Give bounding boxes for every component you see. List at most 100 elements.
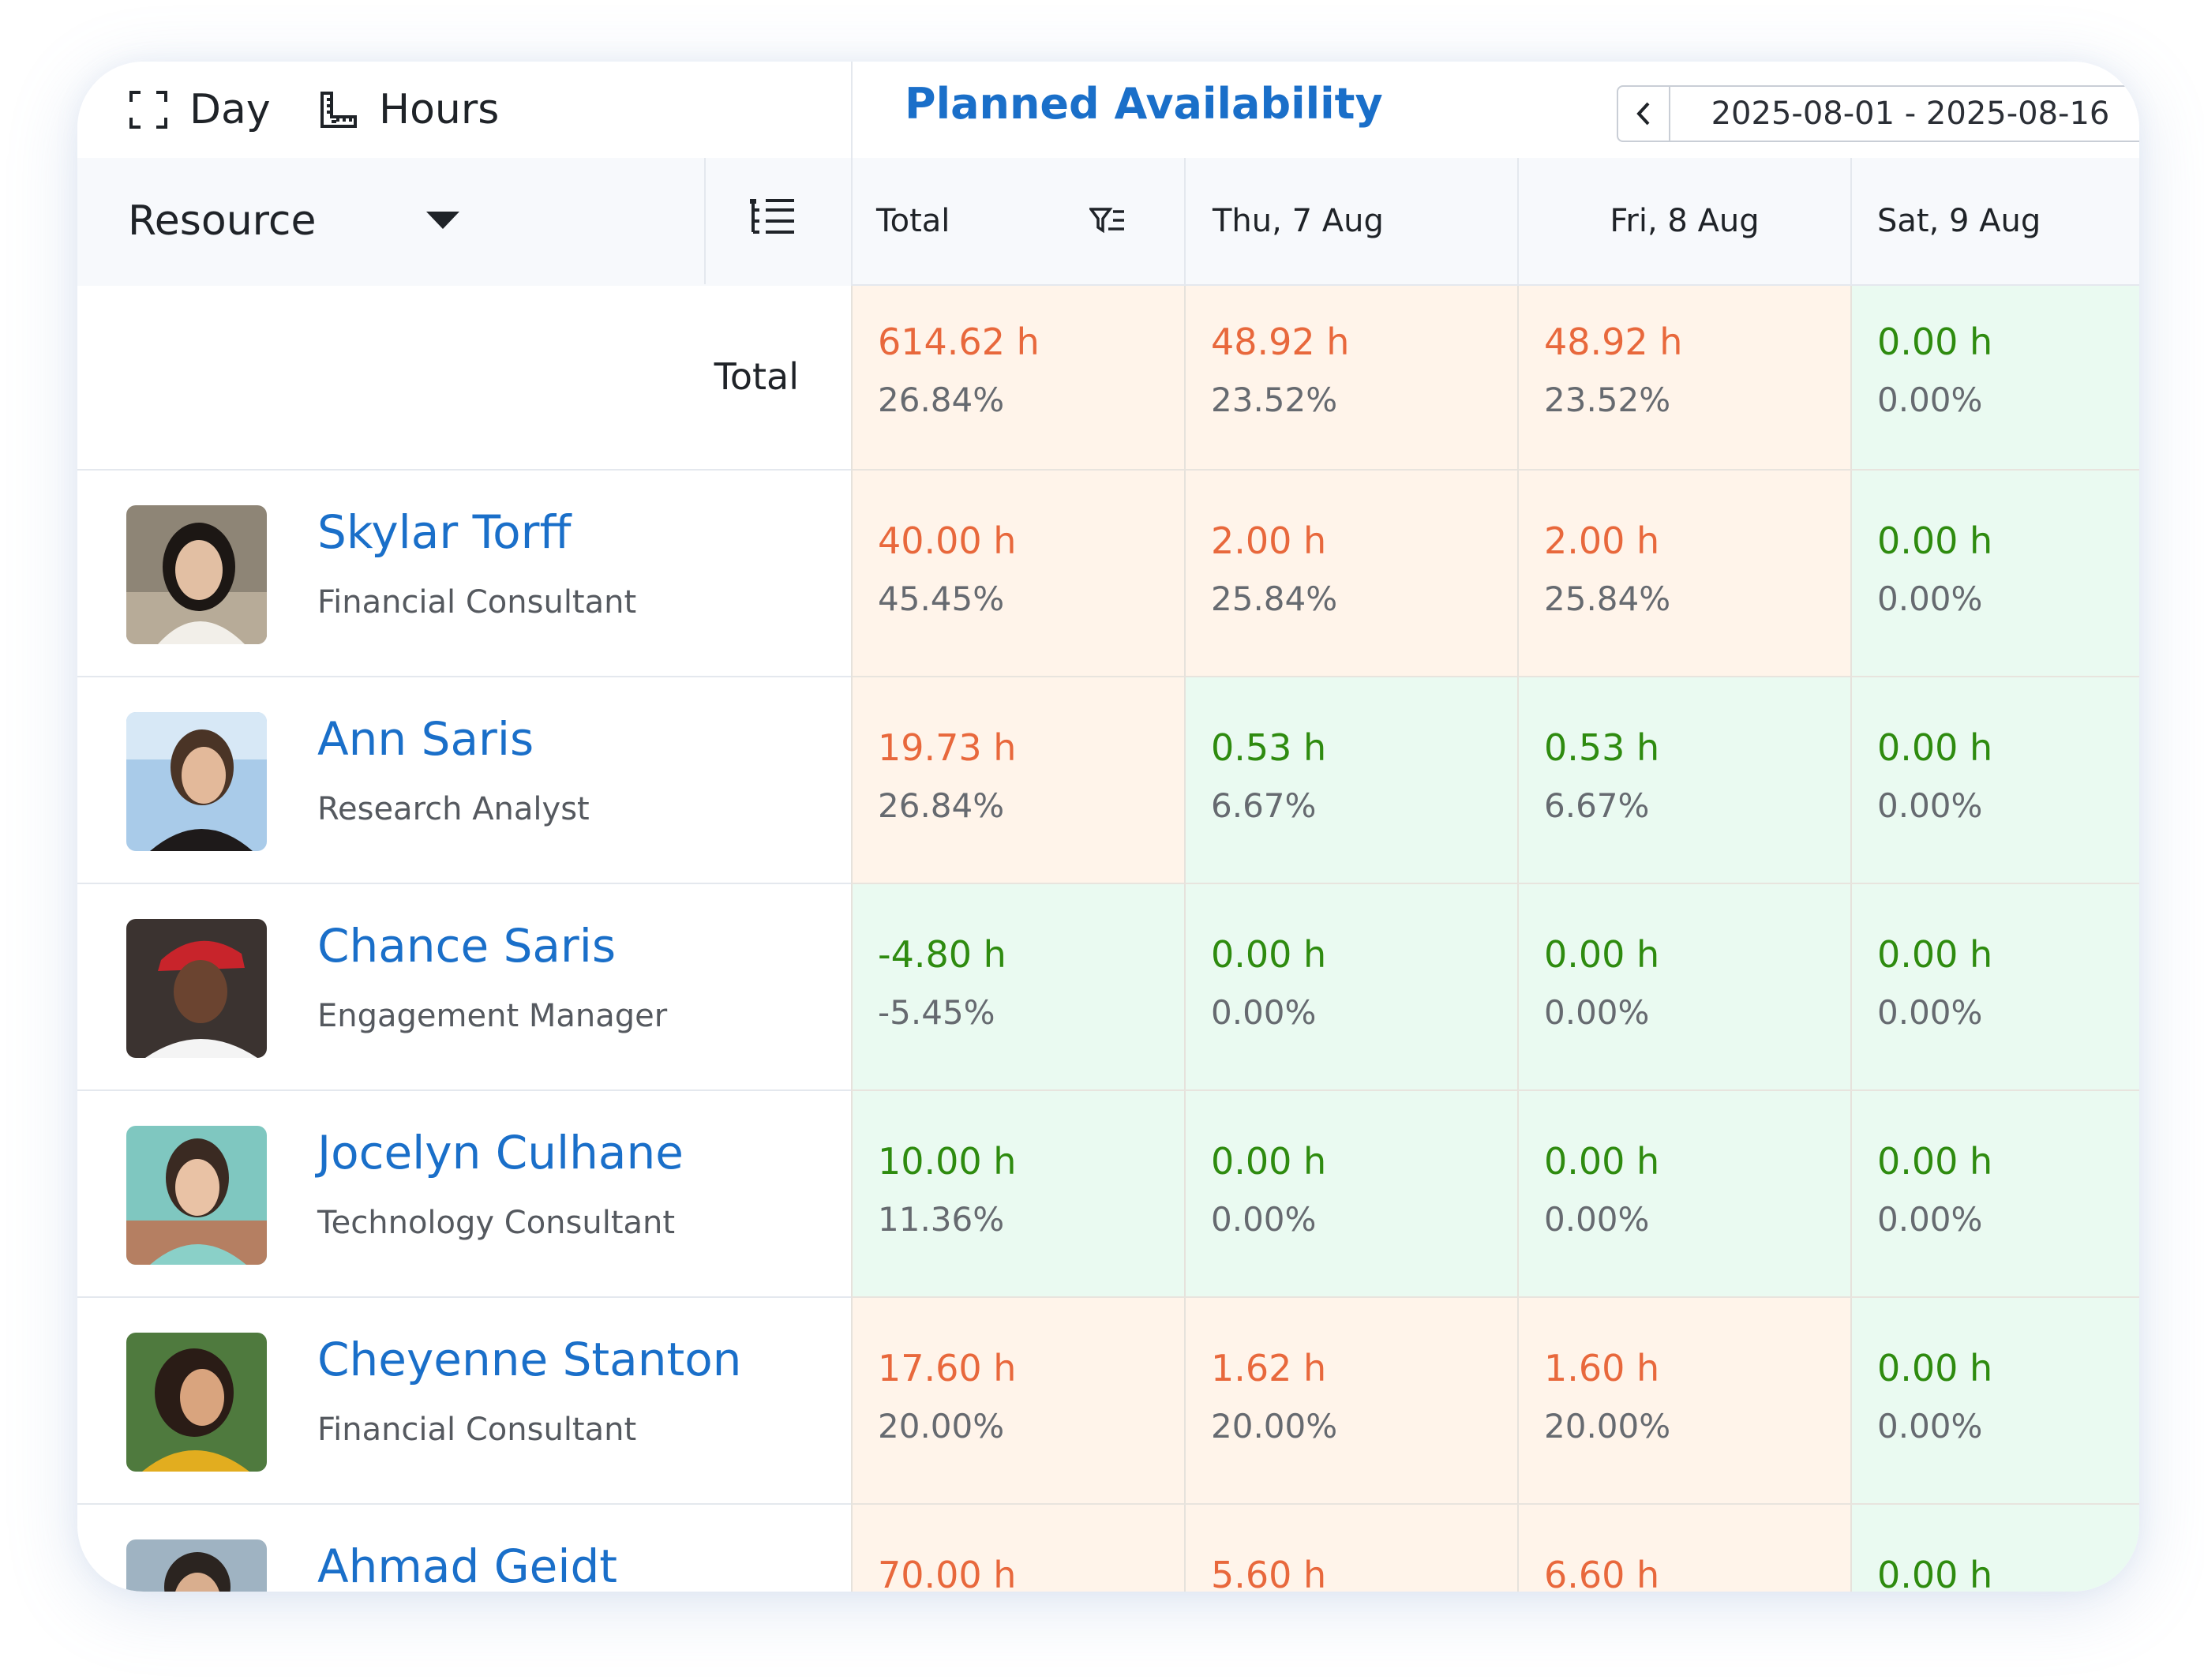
availability-cell[interactable]: 6.60 h (1517, 1505, 1850, 1592)
total-cell: 48.92 h 23.52% (1517, 286, 1850, 471)
resource-cell: Skylar Torff Financial Consultant (77, 471, 851, 677)
resource-cell: Ann Saris Research Analyst (77, 677, 851, 884)
resource-role: Engagement Manager (317, 998, 668, 1034)
cell-percent: 23.52% (1211, 381, 1338, 419)
cell-percent: 11.36% (878, 1200, 1005, 1239)
column-header-label: Thu, 7 Aug (1213, 203, 1384, 239)
cell-hours: 0.00 h (1877, 1554, 1993, 1592)
expand-icon (129, 91, 167, 129)
unit-hours-button[interactable]: Hours (319, 76, 499, 144)
cell-percent: 0.00% (1877, 1407, 1983, 1446)
cell-hours: 48.92 h (1211, 321, 1350, 363)
previous-period-button[interactable] (1618, 87, 1669, 141)
avatar (126, 1539, 267, 1592)
cell-percent: 0.00% (1877, 993, 1983, 1032)
toolbar-right: Planned Availability 2025-08-01 - 2025-0… (851, 62, 2139, 159)
total-cell: 48.92 h 23.52% (1184, 286, 1517, 471)
header-divider (704, 158, 706, 284)
cell-hours: 0.00 h (1211, 933, 1327, 976)
column-header-total[interactable]: Total (851, 158, 1184, 286)
cell-percent: 0.00% (1544, 993, 1650, 1032)
availability-grid: Day Hours Planned Availability 2025-08-0… (77, 62, 2139, 1592)
resource-cell: Cheyenne Stanton Financial Consultant (77, 1298, 851, 1505)
cell-percent: 20.00% (1544, 1407, 1671, 1446)
filter-icon[interactable] (1089, 207, 1126, 235)
cell-hours: 0.00 h (1211, 1140, 1327, 1183)
availability-cell[interactable]: 0.53 h 6.67% (1517, 677, 1850, 884)
availability-cell[interactable]: 0.53 h 6.67% (1184, 677, 1517, 884)
cell-percent: -5.45% (878, 993, 995, 1032)
cell-hours: 2.00 h (1544, 519, 1660, 562)
resource-name[interactable]: Ahmad Geidt (317, 1539, 618, 1592)
availability-cell[interactable]: 0.00 h 0.00% (1850, 471, 2139, 677)
date-range-navigator: 2025-08-01 - 2025-08-16 (1617, 85, 2139, 142)
availability-cell[interactable]: 2.00 h 25.84% (1184, 471, 1517, 677)
availability-cell[interactable]: 0.00 h 0.00% (1184, 1091, 1517, 1298)
availability-cell[interactable]: 0.00 h (1850, 1505, 2139, 1592)
cell-hours: 0.00 h (1544, 933, 1660, 976)
availability-cell[interactable]: 0.00 h 0.00% (1517, 884, 1850, 1091)
availability-cell[interactable]: 19.73 h 26.84% (851, 677, 1184, 884)
cell-percent: 25.84% (1211, 579, 1338, 618)
cell-percent: 23.52% (1544, 381, 1671, 419)
cell-hours: 17.60 h (878, 1347, 1017, 1389)
resource-name[interactable]: Cheyenne Stanton (317, 1333, 742, 1386)
availability-cell[interactable]: 0.00 h 0.00% (1184, 884, 1517, 1091)
unit-hours-label: Hours (379, 86, 500, 133)
availability-cell[interactable]: 5.60 h (1184, 1505, 1517, 1592)
cell-hours: 1.60 h (1544, 1347, 1660, 1389)
date-range-display[interactable]: 2025-08-01 - 2025-08-16 (1669, 87, 2139, 141)
availability-cell[interactable]: -4.80 h -5.45% (851, 884, 1184, 1091)
availability-cell[interactable]: 1.60 h 20.00% (1517, 1298, 1850, 1505)
chevron-left-icon (1636, 102, 1650, 126)
cell-hours: 0.53 h (1544, 726, 1660, 769)
cell-percent: 20.00% (878, 1407, 1005, 1446)
resource-role: Financial Consultant (317, 1412, 637, 1448)
avatar (126, 1126, 267, 1265)
column-header-fri-8-aug[interactable]: Fri, 8 Aug (1517, 158, 1850, 286)
resource-name[interactable]: Ann Saris (317, 712, 534, 766)
column-header-label: Fri, 8 Aug (1610, 203, 1760, 239)
avatar (126, 919, 267, 1058)
avatar (126, 712, 267, 851)
ruler-icon (320, 92, 357, 128)
tree-list-icon[interactable] (748, 197, 796, 237)
availability-cell[interactable]: 17.60 h 20.00% (851, 1298, 1184, 1505)
availability-cell[interactable]: 0.00 h 0.00% (1850, 1298, 2139, 1505)
resource-header-label: Resource (128, 197, 317, 245)
availability-cell[interactable]: 0.00 h 0.00% (1850, 884, 2139, 1091)
availability-cell[interactable]: 2.00 h 25.84% (1517, 471, 1850, 677)
page-title: Planned Availability (905, 79, 1383, 129)
cell-hours: 0.00 h (1877, 321, 1993, 363)
cell-hours: 2.00 h (1211, 519, 1327, 562)
column-header-label: Total (876, 203, 950, 239)
availability-cell[interactable]: 40.00 h 45.45% (851, 471, 1184, 677)
total-cell: 614.62 h 26.84% (851, 286, 1184, 471)
cell-hours: 70.00 h (878, 1554, 1017, 1592)
cell-percent: 0.00% (1877, 579, 1983, 618)
availability-cell[interactable]: 0.00 h 0.00% (1517, 1091, 1850, 1298)
cell-hours: 48.92 h (1544, 321, 1683, 363)
view-day-button[interactable]: Day (128, 76, 271, 144)
cell-hours: 0.00 h (1877, 726, 1993, 769)
resource-name[interactable]: Chance Saris (317, 919, 617, 973)
resource-cell: Ahmad Geidt (77, 1505, 851, 1592)
column-header-sat-9-aug[interactable]: Sat, 9 Aug (1850, 158, 2139, 286)
total-cell: 0.00 h 0.00% (1850, 286, 2139, 471)
availability-cell[interactable]: 1.62 h 20.00% (1184, 1298, 1517, 1505)
cell-hours: 0.00 h (1877, 1140, 1993, 1183)
cell-percent: 0.00% (1877, 381, 1983, 419)
column-header-thu-7-aug[interactable]: Thu, 7 Aug (1184, 158, 1517, 286)
availability-cell[interactable]: 0.00 h 0.00% (1850, 1091, 2139, 1298)
cell-hours: -4.80 h (878, 933, 1006, 976)
resource-role: Research Analyst (317, 791, 590, 827)
total-row-label: Total (714, 355, 799, 398)
resource-cell: Chance Saris Engagement Manager (77, 884, 851, 1091)
availability-cell[interactable]: 70.00 h (851, 1505, 1184, 1592)
resource-name[interactable]: Skylar Torff (317, 505, 572, 559)
resource-name[interactable]: Jocelyn Culhane (317, 1126, 684, 1179)
resource-role: Technology Consultant (317, 1205, 676, 1241)
resource-column-header[interactable]: Resource (128, 158, 460, 284)
availability-cell[interactable]: 10.00 h 11.36% (851, 1091, 1184, 1298)
availability-cell[interactable]: 0.00 h 0.00% (1850, 677, 2139, 884)
